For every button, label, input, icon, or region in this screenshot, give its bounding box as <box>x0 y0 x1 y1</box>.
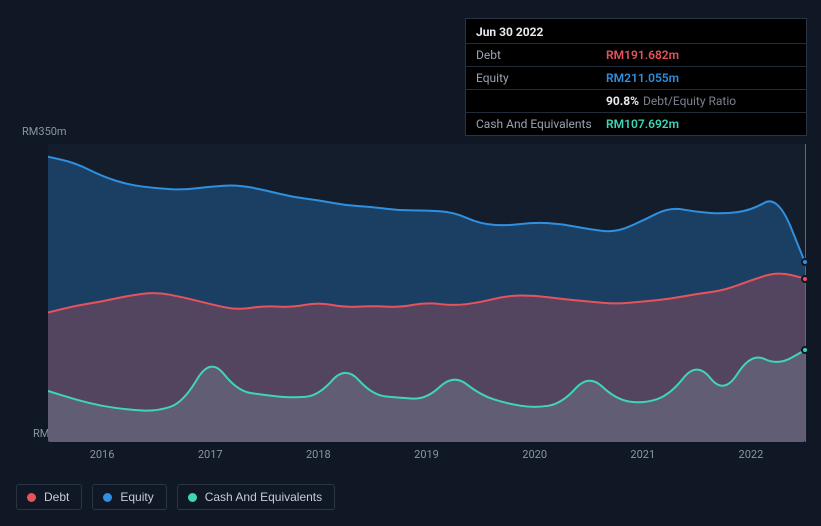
tooltip-ratio: 90.8% Debt/Equity Ratio <box>606 94 736 108</box>
x-axis-tick: 2022 <box>739 448 764 461</box>
legend-item-debt[interactable]: Debt <box>16 484 82 510</box>
tooltip-row-label <box>476 94 606 108</box>
tooltip-row-value: RM191.682m <box>606 48 679 62</box>
x-axis: 2016 2017 2018 2019 2020 2021 2022 <box>48 448 805 466</box>
chart-cursor-line <box>805 144 806 442</box>
x-axis-tick: 2020 <box>522 448 547 461</box>
legend-item-cash[interactable]: Cash And Equivalents <box>177 484 335 510</box>
debt-equity-chart[interactable]: RM350m RM0 2016201720182019202020212022 <box>16 120 805 464</box>
legend-label: Equity <box>120 490 153 504</box>
y-axis-max-label: RM350m <box>22 125 67 138</box>
cursor-dot-cash <box>801 346 809 354</box>
tooltip-row-value: RM211.055m <box>606 71 679 85</box>
tooltip-row-value: RM107.692m <box>606 117 679 131</box>
legend-swatch-debt <box>27 493 36 502</box>
tooltip-row: EquityRM211.055m <box>466 66 806 89</box>
tooltip-row: DebtRM191.682m <box>466 43 806 66</box>
legend-item-equity[interactable]: Equity <box>92 484 166 510</box>
x-axis-tick: 2017 <box>198 448 223 461</box>
legend-swatch-equity <box>103 493 112 502</box>
chart-svg <box>48 144 805 442</box>
tooltip-row-label: Cash And Equivalents <box>476 117 606 131</box>
tooltip-ratio-value: 90.8% <box>606 94 639 108</box>
legend-label: Debt <box>44 490 69 504</box>
chart-legend: Debt Equity Cash And Equivalents <box>16 484 335 510</box>
tooltip-row: 90.8% Debt/Equity Ratio <box>466 89 806 112</box>
cursor-dot-equity <box>801 258 809 266</box>
cursor-dot-debt <box>801 275 809 283</box>
legend-label: Cash And Equivalents <box>205 490 322 504</box>
chart-plot-area[interactable] <box>48 144 805 442</box>
x-axis-tick: 2016 <box>90 448 115 461</box>
tooltip-date: Jun 30 2022 <box>466 19 806 43</box>
tooltip-row-label: Debt <box>476 48 606 62</box>
x-axis-tick: 2021 <box>630 448 655 461</box>
x-axis-tick: 2018 <box>306 448 331 461</box>
tooltip-row-label: Equity <box>476 71 606 85</box>
chart-stage: Jun 30 2022 DebtRM191.682mEquityRM211.05… <box>0 0 821 526</box>
tooltip-row: Cash And EquivalentsRM107.692m <box>466 112 806 135</box>
x-axis-tick: 2019 <box>414 448 439 461</box>
tooltip-ratio-label: Debt/Equity Ratio <box>643 94 736 108</box>
legend-swatch-cash <box>188 493 197 502</box>
chart-tooltip: Jun 30 2022 DebtRM191.682mEquityRM211.05… <box>465 18 807 136</box>
